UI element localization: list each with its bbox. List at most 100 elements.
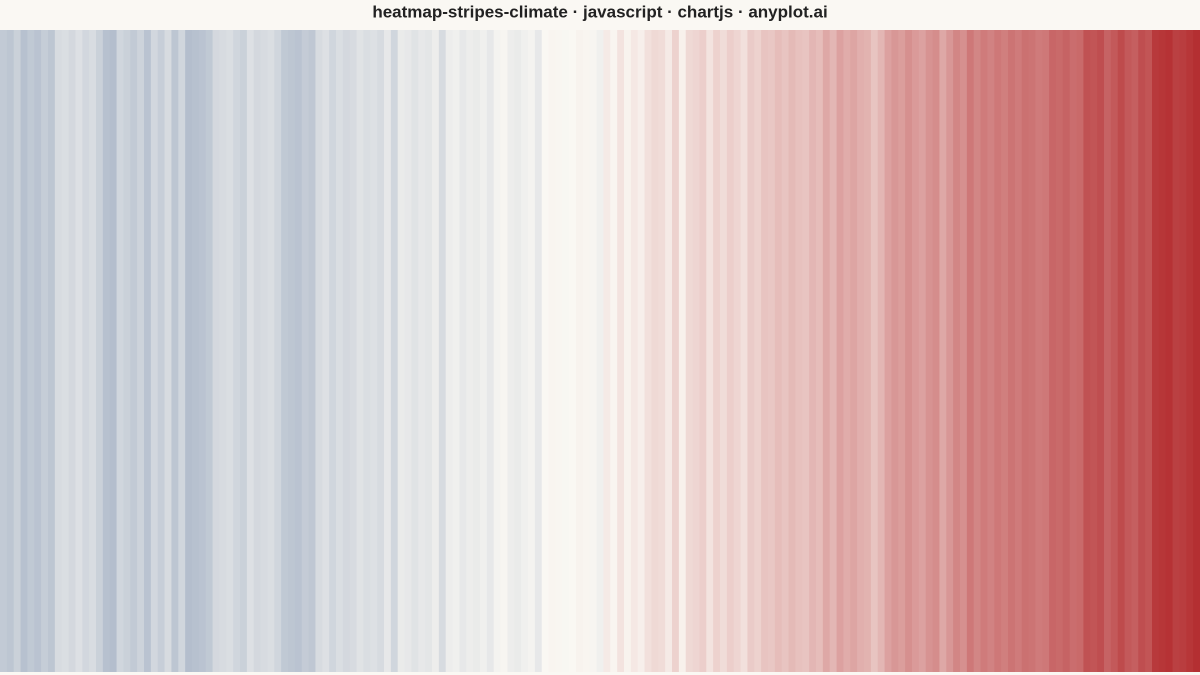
stripe xyxy=(884,30,892,672)
stripe xyxy=(1008,30,1016,672)
stripe xyxy=(987,30,995,672)
stripe xyxy=(281,30,289,672)
stripe xyxy=(1193,30,1200,672)
stripe xyxy=(233,30,241,672)
stripe xyxy=(377,30,385,672)
stripe xyxy=(102,30,111,672)
stripe xyxy=(932,30,940,672)
stripe xyxy=(1165,30,1174,672)
stripe xyxy=(288,30,296,672)
stripe xyxy=(20,30,28,672)
stripe xyxy=(898,30,906,672)
stripe xyxy=(1152,30,1160,672)
stripe xyxy=(150,30,159,672)
stripe xyxy=(850,30,858,672)
stripe xyxy=(802,30,810,672)
stripe xyxy=(966,30,975,672)
stripe xyxy=(390,30,399,672)
stripe xyxy=(651,30,659,672)
stripe xyxy=(48,30,56,672)
stripe xyxy=(486,30,495,672)
stripe xyxy=(562,30,570,672)
stripe xyxy=(438,30,447,672)
stripe xyxy=(445,30,454,672)
stripe xyxy=(342,30,351,672)
stripe xyxy=(1138,30,1146,672)
stripe xyxy=(411,30,419,672)
stripe xyxy=(795,30,803,672)
stripe xyxy=(240,30,248,672)
stripe xyxy=(596,30,604,672)
stripe xyxy=(336,30,344,672)
stripe xyxy=(61,30,70,672)
stripe xyxy=(733,30,742,672)
stripe xyxy=(939,30,947,672)
stripe xyxy=(555,30,563,672)
stripe xyxy=(706,30,714,672)
stripe xyxy=(308,30,316,672)
stripe xyxy=(1056,30,1064,672)
stripe xyxy=(994,30,1002,672)
stripe xyxy=(418,30,426,672)
stripe xyxy=(672,30,680,672)
stripe xyxy=(630,30,639,672)
stripe xyxy=(480,30,488,672)
stripe xyxy=(946,30,954,672)
stripe xyxy=(781,30,790,672)
stripe xyxy=(137,30,145,672)
stripe xyxy=(973,30,982,672)
stripe xyxy=(1172,30,1180,672)
stripe xyxy=(473,30,481,672)
stripe xyxy=(617,30,625,672)
stripe xyxy=(747,30,755,672)
stripe xyxy=(294,30,303,672)
stripe xyxy=(13,30,22,672)
stripe xyxy=(82,30,90,672)
stripe xyxy=(870,30,879,672)
stripe xyxy=(603,30,611,672)
stripe xyxy=(89,30,97,672)
stripe xyxy=(569,30,577,672)
stripe xyxy=(1028,30,1036,672)
stripe xyxy=(582,30,591,672)
stripe xyxy=(1179,30,1187,672)
stripe xyxy=(1042,30,1050,672)
stripe xyxy=(624,30,632,672)
stripe xyxy=(843,30,851,672)
stripe xyxy=(34,30,42,672)
stripe xyxy=(658,30,666,672)
stripe xyxy=(301,30,310,672)
stripe xyxy=(192,30,200,672)
stripe xyxy=(761,30,769,672)
stripe xyxy=(274,30,282,672)
stripe xyxy=(198,30,207,672)
stripe xyxy=(774,30,783,672)
stripe xyxy=(1049,30,1057,672)
stripe xyxy=(322,30,330,672)
stripe xyxy=(891,30,899,672)
stripe xyxy=(788,30,796,672)
stripe xyxy=(466,30,474,672)
stripe xyxy=(740,30,748,672)
stripe xyxy=(829,30,838,672)
stripe xyxy=(809,30,817,672)
stripe xyxy=(768,30,776,672)
stripe xyxy=(212,30,220,672)
stripe xyxy=(726,30,735,672)
stripe xyxy=(267,30,275,672)
stripe xyxy=(1014,30,1023,672)
stripe xyxy=(822,30,831,672)
stripe xyxy=(384,30,392,672)
stripe xyxy=(1097,30,1105,672)
stripe xyxy=(960,30,968,672)
stripe xyxy=(130,30,138,672)
stripe xyxy=(576,30,584,672)
stripe xyxy=(1001,30,1009,672)
stripe xyxy=(260,30,268,672)
stripe xyxy=(1062,30,1071,672)
stripe xyxy=(349,30,358,672)
stripe xyxy=(514,30,522,672)
stripe xyxy=(877,30,886,672)
stripe xyxy=(370,30,378,672)
